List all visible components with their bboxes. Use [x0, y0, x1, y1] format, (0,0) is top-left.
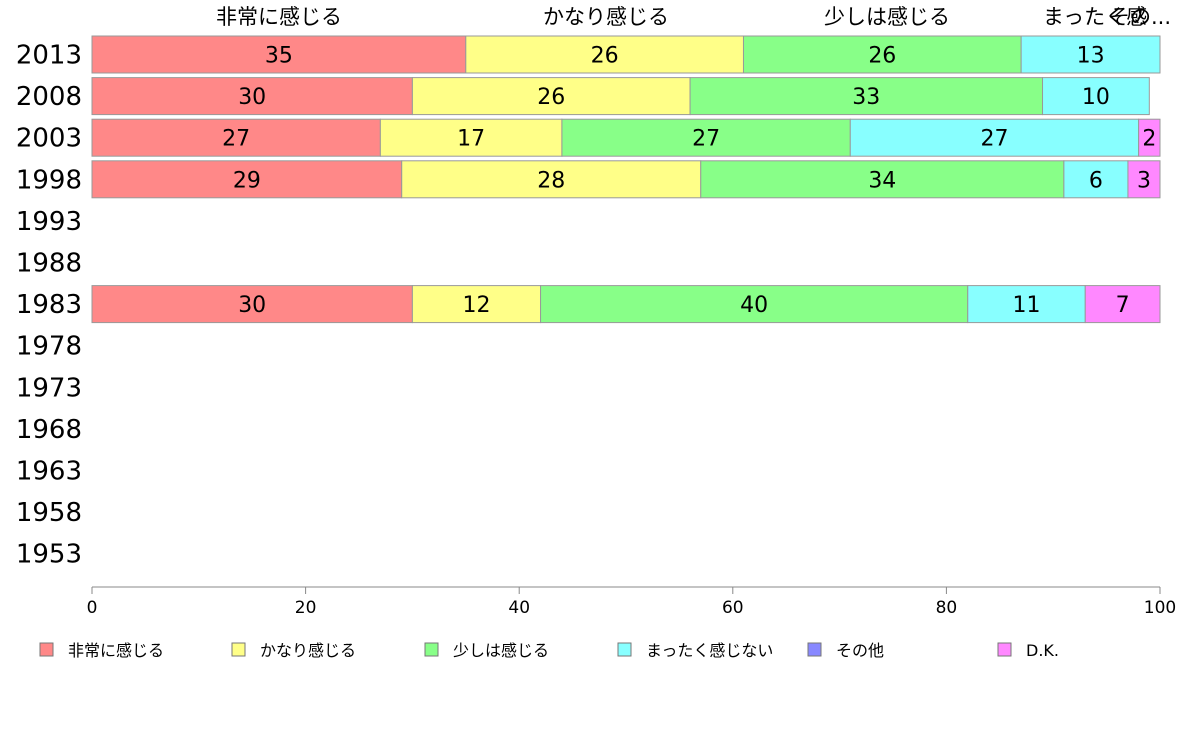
bar-value-label: 30	[238, 85, 266, 110]
y-tick-label: 1988	[16, 249, 82, 279]
bar-value-label: 40	[740, 293, 768, 318]
x-tick-label: 0	[87, 598, 98, 618]
bar-value-label: 12	[462, 293, 490, 318]
y-axis: 2013 2008 2003 1998 1993 1988 1983 1978 1973 1968…	[16, 41, 82, 570]
legend-swatch	[231, 642, 246, 657]
top-label: 少しは感じる	[824, 5, 950, 29]
legend-swatch	[807, 642, 822, 657]
x-tick-label: 80	[936, 598, 958, 618]
x-tick-label: 60	[722, 598, 744, 618]
bar-segment	[91, 118, 381, 157]
bar-segment	[742, 35, 1022, 74]
bar-value-label: 27	[980, 127, 1008, 152]
bar-segment	[1127, 160, 1161, 199]
bar-value-label: 26	[591, 44, 619, 69]
legend-label: まったく感じない	[646, 641, 773, 660]
bar-segment	[91, 285, 413, 324]
bar-value-label: 29	[233, 168, 261, 193]
bar-segment	[379, 118, 563, 157]
bar-value-label: 26	[868, 44, 896, 69]
y-tick-label: 2003	[16, 124, 82, 154]
bar-segment	[689, 77, 1044, 116]
bar-value-label: 33	[852, 85, 880, 110]
bar-segment	[91, 77, 413, 116]
bar-value-label: 13	[1077, 44, 1105, 69]
bar-value-label: 10	[1082, 85, 1110, 110]
legend-label: 非常に感じる	[68, 641, 164, 660]
bar-segment	[1084, 285, 1161, 324]
legend-swatch	[617, 642, 632, 657]
top-label: かなり感じる	[543, 5, 669, 29]
legend-label: D.K.	[1026, 641, 1059, 660]
bar-value-label: 30	[238, 293, 266, 318]
bar-value-label: 27	[222, 127, 250, 152]
bar-value-label: 27	[692, 127, 720, 152]
bar-value-label: 26	[537, 85, 565, 110]
bar-value-label: 28	[537, 168, 565, 193]
y-tick-label: 1963	[16, 457, 82, 487]
bar-segment	[401, 160, 702, 199]
x-tick-label: 20	[295, 598, 317, 618]
legend-label: 少しは感じる	[453, 641, 549, 660]
bar-value-label: 35	[265, 44, 293, 69]
bar-segment	[91, 35, 467, 74]
legend-label: その他	[836, 641, 884, 660]
legend-label: かなり感じる	[260, 641, 356, 660]
bar-segment	[411, 77, 691, 116]
legend-swatch	[424, 642, 439, 657]
bar-value-label: 34	[868, 168, 896, 193]
y-tick-label: 1968	[16, 415, 82, 445]
bar-value-label: 2	[1142, 127, 1156, 152]
x-axis: 0 20 40 60 80 100	[87, 586, 1176, 618]
bar-segment	[465, 35, 744, 74]
y-tick-label: 2008	[16, 82, 82, 112]
y-tick-label: 1958	[16, 498, 82, 528]
top-label: その...	[1109, 5, 1171, 29]
y-tick-label: 1983	[16, 290, 82, 320]
legend: 非常に感じる かなり感じる 少しは感じる まったく感じない その他 D.K.	[39, 641, 1059, 660]
x-tick-label: 100	[1144, 598, 1176, 618]
bar-segment	[91, 160, 403, 199]
bar-value-label: 6	[1089, 168, 1103, 193]
bar-segment	[1042, 77, 1150, 116]
y-tick-label: 2013	[16, 41, 82, 71]
x-tick-label: 40	[508, 598, 530, 618]
bar-segment	[561, 118, 851, 157]
bar-segment	[849, 118, 1140, 157]
bars: 35 26 26 13 30 26 33 10 27 17 27 27 2 29 28 34 6 3 30 12 40 1…	[91, 35, 1161, 324]
y-tick-label: 1973	[16, 373, 82, 403]
top-labels: 非常に感じる かなり感じる 少しは感じる まったく感その...	[216, 5, 1171, 29]
y-tick-label: 1953	[16, 540, 82, 570]
bar-value-label: 7	[1116, 293, 1130, 318]
bar-segment	[967, 285, 1086, 324]
bar-value-label: 3	[1137, 168, 1151, 193]
bar-segment	[1138, 118, 1161, 157]
y-tick-label: 1998	[16, 165, 82, 195]
top-label: 非常に感じる	[216, 5, 342, 29]
legend-swatch	[997, 642, 1012, 657]
bar-value-label: 11	[1013, 293, 1041, 318]
bar-value-label: 17	[457, 127, 485, 152]
y-tick-label: 1978	[16, 332, 82, 362]
legend-swatch	[39, 642, 54, 657]
y-tick-label: 1993	[16, 207, 82, 237]
bar-segment	[1020, 35, 1161, 74]
top-label: まったく感	[1043, 5, 1147, 29]
